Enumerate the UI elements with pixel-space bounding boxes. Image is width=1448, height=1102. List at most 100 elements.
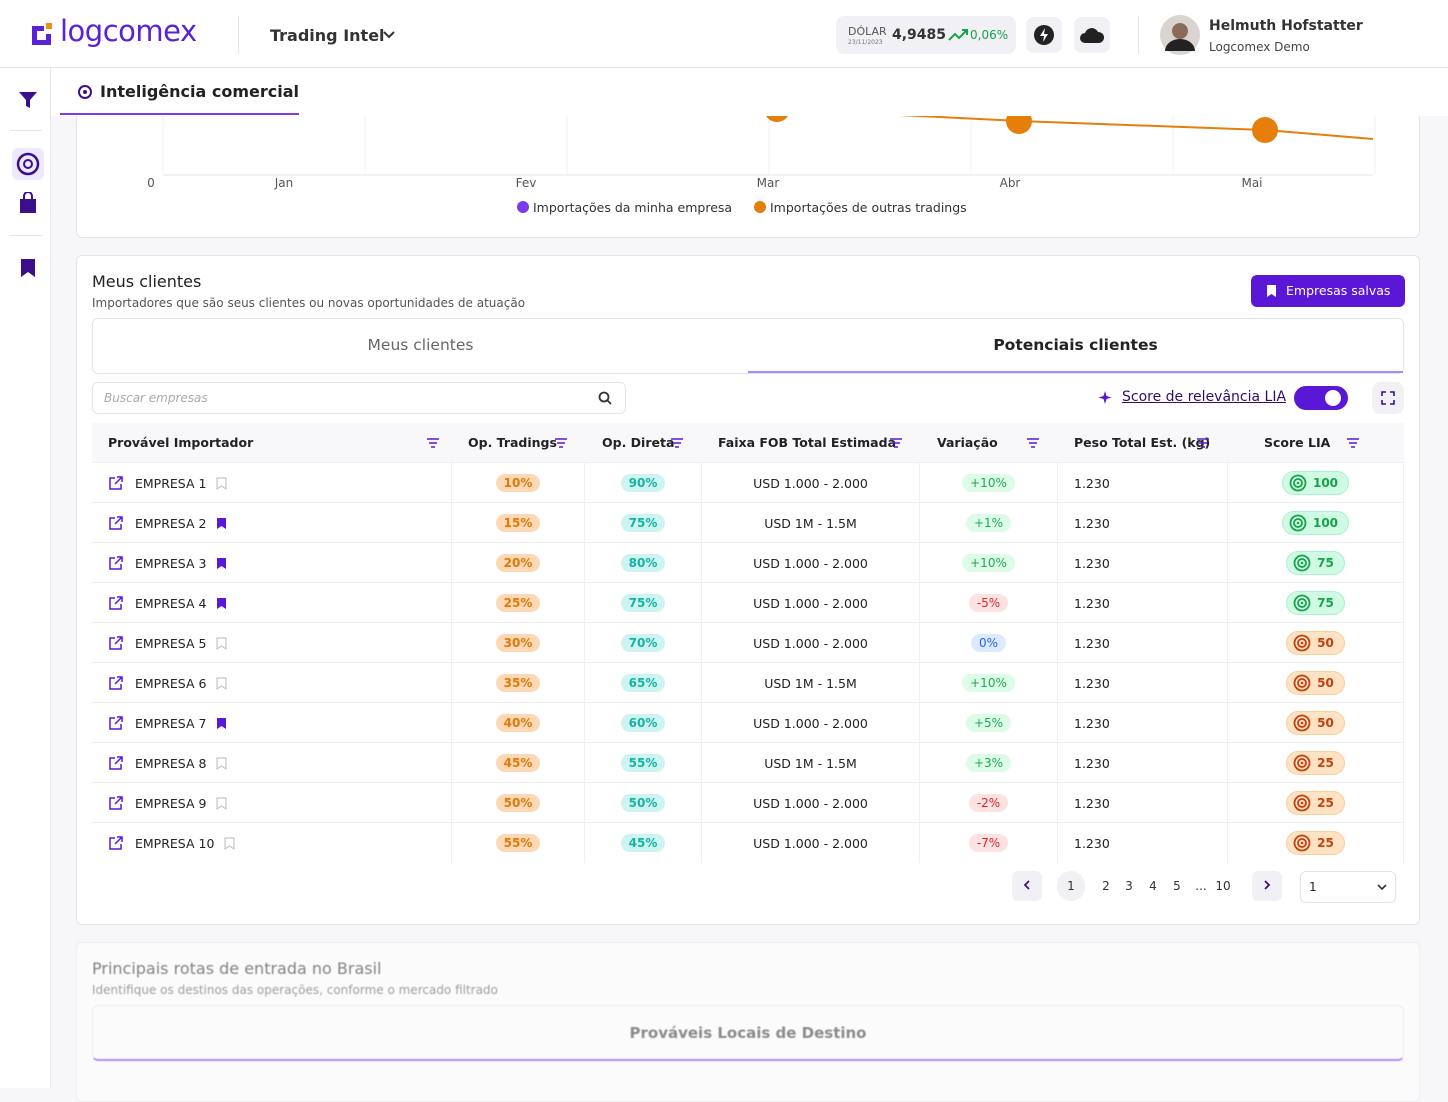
routes-tab[interactable]: Prováveis Locais de Destino bbox=[92, 1005, 1404, 1061]
page-number[interactable]: ... bbox=[1195, 879, 1207, 893]
search-placeholder: Buscar empresas bbox=[104, 391, 208, 405]
dollar-change: 0,06% bbox=[970, 28, 1009, 42]
open-icon[interactable] bbox=[109, 676, 123, 690]
sort-icon[interactable] bbox=[427, 438, 439, 448]
weight: 1.230 bbox=[1074, 795, 1110, 811]
score: 75 bbox=[1317, 596, 1334, 610]
cell: 75% bbox=[585, 583, 702, 623]
legend-dot bbox=[517, 201, 529, 213]
company-name: EMPRESA 9 bbox=[135, 795, 207, 811]
routes-title: Principais rotas de entrada no Brasil bbox=[92, 959, 382, 978]
section-subtitle: Importadores que são seus clientes ou no… bbox=[92, 296, 526, 310]
prev-page[interactable] bbox=[1012, 871, 1042, 901]
bookmark[interactable] bbox=[216, 797, 227, 810]
cell: USD 1.000 - 2.000 bbox=[702, 783, 920, 823]
weight: 1.230 bbox=[1074, 835, 1110, 851]
cell: USD 1.000 - 2.000 bbox=[702, 583, 920, 623]
page-number[interactable]: 10 bbox=[1215, 879, 1231, 893]
fob-range: USD 1.000 - 2.000 bbox=[753, 475, 868, 491]
bag-icon[interactable] bbox=[18, 192, 38, 214]
sort-icon[interactable] bbox=[890, 438, 902, 448]
open-icon[interactable] bbox=[109, 756, 123, 770]
table-row: EMPRESA 6 35% 65% USD 1M - 1.5M +10% 1.230 50 bbox=[92, 662, 1404, 703]
company-name: EMPRESA 7 bbox=[135, 715, 207, 731]
score-icon bbox=[1293, 754, 1311, 772]
x-tick-label: Jan bbox=[274, 176, 294, 190]
cell: EMPRESA 10 bbox=[92, 823, 452, 863]
saved-button[interactable]: Empresas salvas bbox=[1251, 275, 1405, 307]
product-selector[interactable]: Trading Intel bbox=[270, 26, 385, 45]
bookmark[interactable] bbox=[216, 477, 227, 490]
bookmark[interactable] bbox=[216, 757, 227, 770]
op-tradings: 30% bbox=[495, 634, 541, 652]
open-icon[interactable] bbox=[109, 516, 123, 530]
bookmark-icon[interactable] bbox=[20, 258, 36, 278]
bookmark[interactable] bbox=[216, 517, 227, 530]
score: 25 bbox=[1317, 756, 1334, 770]
open-icon[interactable] bbox=[109, 716, 123, 730]
search-box[interactable]: Buscar empresas bbox=[92, 382, 626, 414]
tab-title[interactable]: Inteligência comercial bbox=[100, 82, 299, 101]
company-name: EMPRESA 5 bbox=[135, 635, 207, 651]
page-number[interactable]: 4 bbox=[1149, 879, 1157, 893]
score-badge: 25 bbox=[1286, 751, 1345, 775]
page-number[interactable]: 1 bbox=[1057, 871, 1085, 901]
weight: 1.230 bbox=[1074, 515, 1110, 531]
expand-button[interactable] bbox=[1372, 382, 1404, 414]
sort-icon[interactable] bbox=[555, 438, 567, 448]
cell: +3% bbox=[920, 743, 1058, 783]
filter-icon[interactable] bbox=[18, 90, 38, 110]
score-icon bbox=[1293, 714, 1311, 732]
bookmark[interactable] bbox=[216, 597, 227, 610]
open-icon[interactable] bbox=[109, 796, 123, 810]
bookmark[interactable] bbox=[216, 717, 227, 730]
cell: 75% bbox=[585, 503, 702, 543]
op-direta: 45% bbox=[620, 834, 666, 852]
op-tradings: 50% bbox=[495, 794, 541, 812]
table-row: EMPRESA 3 20% 80% USD 1.000 - 2.000 +10% 1.23… bbox=[92, 542, 1404, 583]
variation: -7% bbox=[968, 834, 1009, 852]
op-tradings: 10% bbox=[495, 474, 541, 492]
page-number[interactable]: 2 bbox=[1102, 879, 1110, 893]
cell: 25% bbox=[452, 583, 585, 623]
open-icon[interactable] bbox=[109, 636, 123, 650]
next-page[interactable] bbox=[1252, 871, 1282, 901]
column-header: Op. Direta bbox=[602, 435, 675, 450]
client-tab[interactable]: Meus clientes bbox=[367, 336, 474, 354]
page-select[interactable]: 1 bbox=[1300, 871, 1396, 903]
sort-icon[interactable] bbox=[671, 438, 683, 448]
page-number[interactable]: 3 bbox=[1125, 879, 1133, 893]
routes-tab-label: Prováveis Locais de Destino bbox=[629, 1024, 867, 1042]
op-tradings: 25% bbox=[495, 594, 541, 612]
sort-icon[interactable] bbox=[1027, 438, 1039, 448]
op-direta: 80% bbox=[620, 554, 666, 572]
bookmark[interactable] bbox=[216, 637, 227, 650]
score-icon bbox=[1289, 474, 1307, 492]
score-toggle-label[interactable]: Score de relevância LIA bbox=[1122, 389, 1287, 405]
client-tab[interactable]: Potenciais clientes bbox=[748, 319, 1403, 373]
flash-button[interactable] bbox=[1026, 17, 1062, 53]
open-icon[interactable] bbox=[109, 556, 123, 570]
cell: USD 1.000 - 2.000 bbox=[702, 543, 920, 583]
x-tick-label: Fev bbox=[516, 176, 537, 190]
open-icon[interactable] bbox=[109, 596, 123, 610]
avatar[interactable] bbox=[1160, 15, 1200, 55]
page-number[interactable]: 5 bbox=[1173, 879, 1181, 893]
score-toggle[interactable] bbox=[1294, 386, 1348, 410]
bookmark[interactable] bbox=[216, 677, 227, 690]
x-tick-label: Abr bbox=[1000, 176, 1021, 190]
bookmark[interactable] bbox=[224, 837, 235, 850]
open-icon[interactable] bbox=[109, 476, 123, 490]
cloud-button[interactable] bbox=[1074, 17, 1110, 53]
bookmark[interactable] bbox=[216, 557, 227, 570]
intel-icon[interactable] bbox=[12, 148, 44, 180]
sort-icon[interactable] bbox=[1197, 438, 1209, 448]
cell: 1.230 bbox=[1058, 503, 1228, 543]
table-row: EMPRESA 5 30% 70% USD 1.000 - 2.000 0% 1.230 5… bbox=[92, 622, 1404, 663]
op-direta: 50% bbox=[620, 794, 666, 812]
sort-icon[interactable] bbox=[1347, 438, 1359, 448]
company-name: EMPRESA 4 bbox=[135, 595, 207, 611]
cell: EMPRESA 7 bbox=[92, 703, 452, 743]
open-icon[interactable] bbox=[109, 836, 123, 850]
cell: EMPRESA 4 bbox=[92, 583, 452, 623]
